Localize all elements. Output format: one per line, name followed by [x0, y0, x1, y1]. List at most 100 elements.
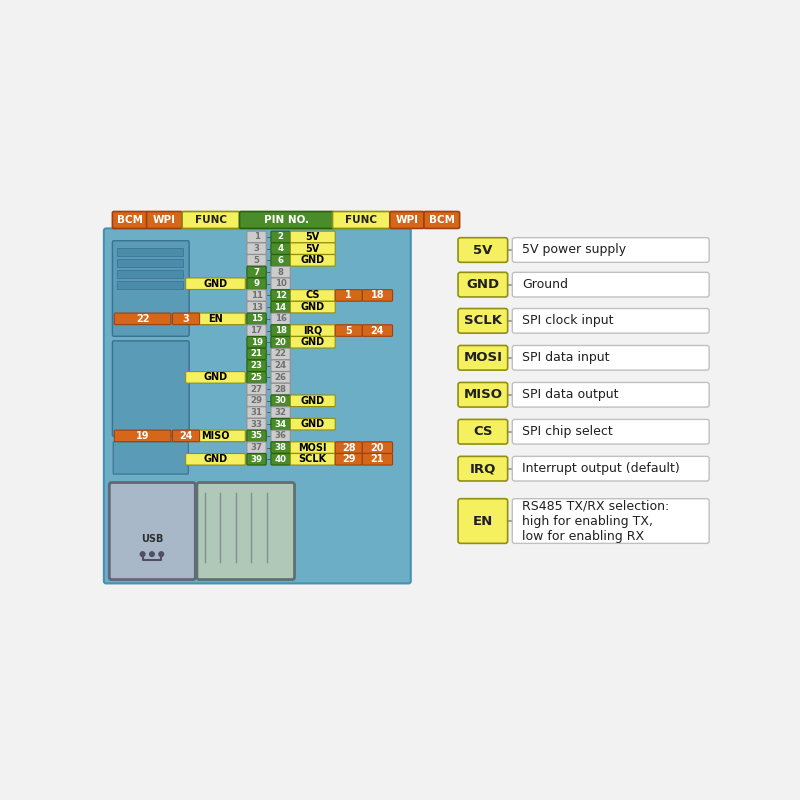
Text: 20: 20 [370, 442, 384, 453]
FancyBboxPatch shape [247, 302, 266, 313]
FancyBboxPatch shape [173, 313, 199, 325]
Circle shape [140, 552, 145, 557]
FancyBboxPatch shape [271, 231, 290, 242]
FancyBboxPatch shape [335, 454, 362, 465]
FancyBboxPatch shape [512, 498, 709, 543]
FancyBboxPatch shape [335, 442, 362, 454]
Text: 4: 4 [278, 244, 284, 253]
FancyBboxPatch shape [290, 302, 335, 313]
Text: GND: GND [203, 372, 227, 382]
FancyBboxPatch shape [290, 442, 335, 454]
Text: 9: 9 [254, 279, 259, 288]
Text: GND: GND [301, 396, 325, 406]
Text: 3: 3 [254, 244, 259, 253]
FancyBboxPatch shape [512, 309, 709, 333]
FancyBboxPatch shape [247, 290, 266, 302]
Text: 14: 14 [274, 302, 286, 312]
Text: GND: GND [203, 454, 227, 464]
Text: Ground: Ground [522, 278, 568, 291]
FancyBboxPatch shape [335, 325, 362, 336]
FancyBboxPatch shape [512, 382, 709, 407]
FancyBboxPatch shape [335, 290, 362, 302]
Text: 23: 23 [250, 361, 262, 370]
Text: 19: 19 [250, 338, 262, 346]
FancyBboxPatch shape [512, 346, 709, 370]
Text: 36: 36 [274, 431, 286, 440]
FancyBboxPatch shape [271, 454, 290, 465]
Text: 11: 11 [250, 291, 262, 300]
Text: 5: 5 [254, 256, 259, 265]
Text: 13: 13 [250, 302, 262, 312]
FancyBboxPatch shape [271, 360, 290, 371]
FancyBboxPatch shape [271, 302, 290, 313]
Text: 6: 6 [278, 256, 283, 265]
FancyBboxPatch shape [458, 238, 508, 262]
Text: 22: 22 [274, 350, 286, 358]
Text: 1: 1 [254, 233, 259, 242]
FancyBboxPatch shape [271, 337, 290, 348]
Text: Interrupt output (default): Interrupt output (default) [522, 462, 680, 475]
FancyBboxPatch shape [112, 211, 148, 229]
Text: GND: GND [203, 278, 227, 289]
Text: 30: 30 [274, 396, 286, 406]
Text: 5V: 5V [306, 232, 320, 242]
FancyBboxPatch shape [290, 254, 335, 266]
FancyBboxPatch shape [271, 348, 290, 360]
Text: 38: 38 [274, 443, 286, 452]
FancyBboxPatch shape [104, 229, 410, 583]
Text: 3: 3 [182, 314, 190, 324]
Text: 1: 1 [346, 290, 352, 301]
Text: 8: 8 [278, 267, 283, 277]
Text: 24: 24 [274, 361, 286, 370]
Text: 2: 2 [278, 233, 283, 242]
FancyBboxPatch shape [247, 243, 266, 254]
Text: WPI: WPI [395, 215, 418, 225]
Text: FUNC: FUNC [345, 215, 377, 225]
Text: 5: 5 [346, 326, 352, 335]
Text: 19: 19 [136, 431, 150, 441]
Text: GND: GND [301, 255, 325, 266]
FancyBboxPatch shape [271, 254, 290, 266]
FancyBboxPatch shape [271, 418, 290, 430]
Text: RS485 TX/RX selection:
high for enabling TX,
low for enabling RX: RS485 TX/RX selection: high for enabling… [522, 499, 670, 542]
FancyBboxPatch shape [182, 211, 239, 229]
FancyBboxPatch shape [113, 442, 188, 474]
FancyBboxPatch shape [290, 290, 335, 302]
FancyBboxPatch shape [458, 498, 508, 543]
FancyBboxPatch shape [290, 325, 335, 336]
FancyBboxPatch shape [247, 395, 266, 406]
FancyBboxPatch shape [271, 395, 290, 406]
FancyBboxPatch shape [247, 325, 266, 336]
FancyBboxPatch shape [512, 238, 709, 262]
Text: 40: 40 [274, 454, 286, 464]
FancyBboxPatch shape [247, 266, 266, 278]
FancyBboxPatch shape [458, 456, 508, 481]
Text: GND: GND [466, 278, 499, 291]
Text: 35: 35 [250, 431, 262, 440]
Text: GND: GND [301, 419, 325, 429]
Text: SPI data input: SPI data input [522, 351, 610, 364]
Text: 33: 33 [250, 420, 262, 429]
Text: 18: 18 [274, 326, 286, 335]
FancyBboxPatch shape [186, 454, 246, 465]
FancyBboxPatch shape [290, 337, 335, 348]
FancyBboxPatch shape [247, 371, 266, 383]
FancyBboxPatch shape [362, 325, 393, 336]
FancyBboxPatch shape [114, 430, 171, 442]
Text: 5V: 5V [306, 244, 320, 254]
Text: 37: 37 [250, 443, 262, 452]
Text: 29: 29 [342, 454, 355, 464]
FancyBboxPatch shape [424, 211, 459, 229]
Text: EN: EN [473, 514, 493, 527]
FancyBboxPatch shape [333, 211, 390, 229]
FancyBboxPatch shape [271, 290, 290, 302]
FancyBboxPatch shape [146, 211, 182, 229]
Text: MISO: MISO [202, 431, 230, 441]
Text: 12: 12 [274, 291, 286, 300]
FancyBboxPatch shape [512, 456, 709, 481]
FancyBboxPatch shape [247, 337, 266, 348]
FancyBboxPatch shape [117, 281, 183, 289]
Text: BCM: BCM [118, 215, 143, 225]
FancyBboxPatch shape [290, 418, 335, 430]
FancyBboxPatch shape [458, 346, 508, 370]
